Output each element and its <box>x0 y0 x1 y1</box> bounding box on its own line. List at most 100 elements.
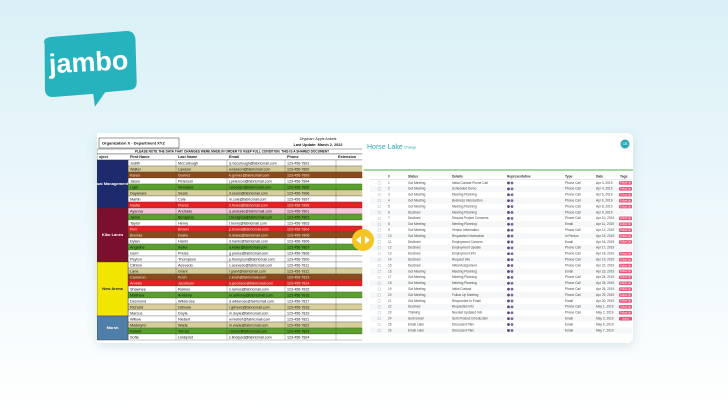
row-type: Phone Call <box>565 275 581 279</box>
row-details: Scheduled Demo <box>452 187 477 191</box>
row-details: Business Introduction <box>452 198 483 202</box>
last-name: Gomez <box>178 173 190 177</box>
row-details: Requested Info <box>452 305 474 309</box>
tag-pill <box>619 204 632 209</box>
column-header: Status <box>408 174 418 178</box>
row-number: 8 <box>388 222 390 226</box>
last-name: Andrade <box>178 209 192 213</box>
row-status: Got Meeting <box>408 198 426 202</box>
row-details: Meeting Planning <box>452 222 477 226</box>
rep-icon <box>507 193 510 197</box>
first-name: Clinton <box>130 263 142 267</box>
first-name: Richard <box>130 305 143 309</box>
row-number: 6 <box>388 210 390 214</box>
tag-label: Follow Up <box>620 288 631 291</box>
compare-slider[interactable] <box>352 133 374 343</box>
tag-pill <box>619 251 632 256</box>
row-checkbox <box>377 199 381 202</box>
rep-icon <box>507 275 510 279</box>
email: a.keller@fabricmail.com <box>229 245 267 249</box>
phone: 123-456-7806 <box>287 239 309 243</box>
row-details: Meeting Planning <box>452 281 477 285</box>
rep-icon <box>507 216 510 220</box>
row-checkbox <box>377 211 381 214</box>
last-name: Ramos <box>178 287 190 291</box>
row-date: Apr 19, 2019 <box>596 257 614 261</box>
row-type: Phone Call <box>565 198 581 202</box>
row-stripe <box>370 268 632 275</box>
column-header: Tags <box>620 174 628 178</box>
row-details: Employment Info <box>452 252 476 256</box>
row-details: Employment Concern <box>452 240 483 244</box>
email: b.drake@fabricmail.com <box>229 233 268 237</box>
row-details: Discuss Project Concerns <box>452 216 489 220</box>
phone: 123-456-7819 <box>287 311 309 315</box>
row-details: Follow Up Meeting <box>452 293 479 297</box>
phone: 123-456-7891 <box>287 161 309 165</box>
email: s.ramos@fabricmail.com <box>229 287 269 291</box>
phone: 123-456-7823 <box>287 329 309 333</box>
tag-label: Follow Up <box>620 311 631 314</box>
row-status: Declined <box>408 210 421 214</box>
row-checkbox <box>377 305 381 309</box>
rep-icon <box>510 240 514 244</box>
rep-icon <box>507 293 510 297</box>
last-name: Wilderose <box>178 299 195 303</box>
last-name: Harris <box>178 239 188 243</box>
row-checkbox <box>377 317 381 321</box>
rep-icon <box>510 187 514 191</box>
row-stripe <box>370 233 632 239</box>
row-number: 4 <box>388 198 390 202</box>
group-cell <box>97 261 129 317</box>
avatar <box>620 139 630 149</box>
slider-arrows <box>356 236 370 244</box>
row-stripe <box>370 256 632 263</box>
row-status: Declined <box>408 252 421 256</box>
row-number: 21 <box>388 299 392 303</box>
row-date: Apr 3, 2019 <box>596 181 613 185</box>
last-name: Thompson <box>178 257 196 261</box>
email: k.gomez@fabricmail.com <box>229 173 269 177</box>
email: t.henry@fabricmail.com <box>229 221 267 225</box>
row-checkbox <box>377 216 381 220</box>
rep-icon <box>507 305 510 309</box>
last-name: Anthony <box>178 293 192 297</box>
email: j.peterson@fabricmail.com <box>228 179 272 183</box>
tag-pill <box>619 198 632 203</box>
row-date: Apr 12, 2019 <box>596 228 614 232</box>
row-number: 24 <box>388 316 392 320</box>
email: g.preiss@fabricmail.com <box>229 251 268 255</box>
rep-icon <box>510 287 514 291</box>
column-header: Last Name <box>178 155 197 159</box>
slider-handle[interactable] <box>352 229 374 251</box>
last-name: Acevedo <box>178 263 193 267</box>
last-name: Sears <box>178 191 188 195</box>
first-name: Marcus <box>130 311 143 315</box>
last-name: Gilmore <box>178 305 191 309</box>
tag-label: Follow Up <box>620 282 631 285</box>
email: m.anthony@fabricmail.com <box>229 293 273 297</box>
last-name: Lindqvist <box>178 335 194 339</box>
phone: 123-456-7824 <box>287 335 309 339</box>
row-number: 15 <box>388 263 392 267</box>
row-type: Phone Call <box>565 228 581 232</box>
row-number: 23 <box>388 311 392 315</box>
column-header: Details <box>452 174 463 178</box>
rep-icon <box>510 317 514 321</box>
row-type: Email <box>565 328 573 332</box>
tag-label: Follow Up <box>620 217 631 220</box>
group-name: Marsh <box>107 325 119 330</box>
first-name: Dylan <box>130 239 140 243</box>
tag-label: Follow Up <box>620 300 631 303</box>
row-details: Discussed Plan <box>452 322 474 326</box>
rep-icon <box>510 222 514 226</box>
phone: 123-456-7893 <box>287 173 309 177</box>
row-status: Declined <box>408 263 421 267</box>
rep-icon <box>507 299 510 303</box>
tag-pill <box>619 310 632 315</box>
row-details: Meeting Planning <box>452 275 477 279</box>
tag-label: Follow Up <box>620 229 631 232</box>
email: d.harris@fabricmail.com <box>229 239 268 243</box>
row-date: Apr 26, 2019 <box>596 287 614 291</box>
row-type: Phone Call <box>565 210 581 214</box>
